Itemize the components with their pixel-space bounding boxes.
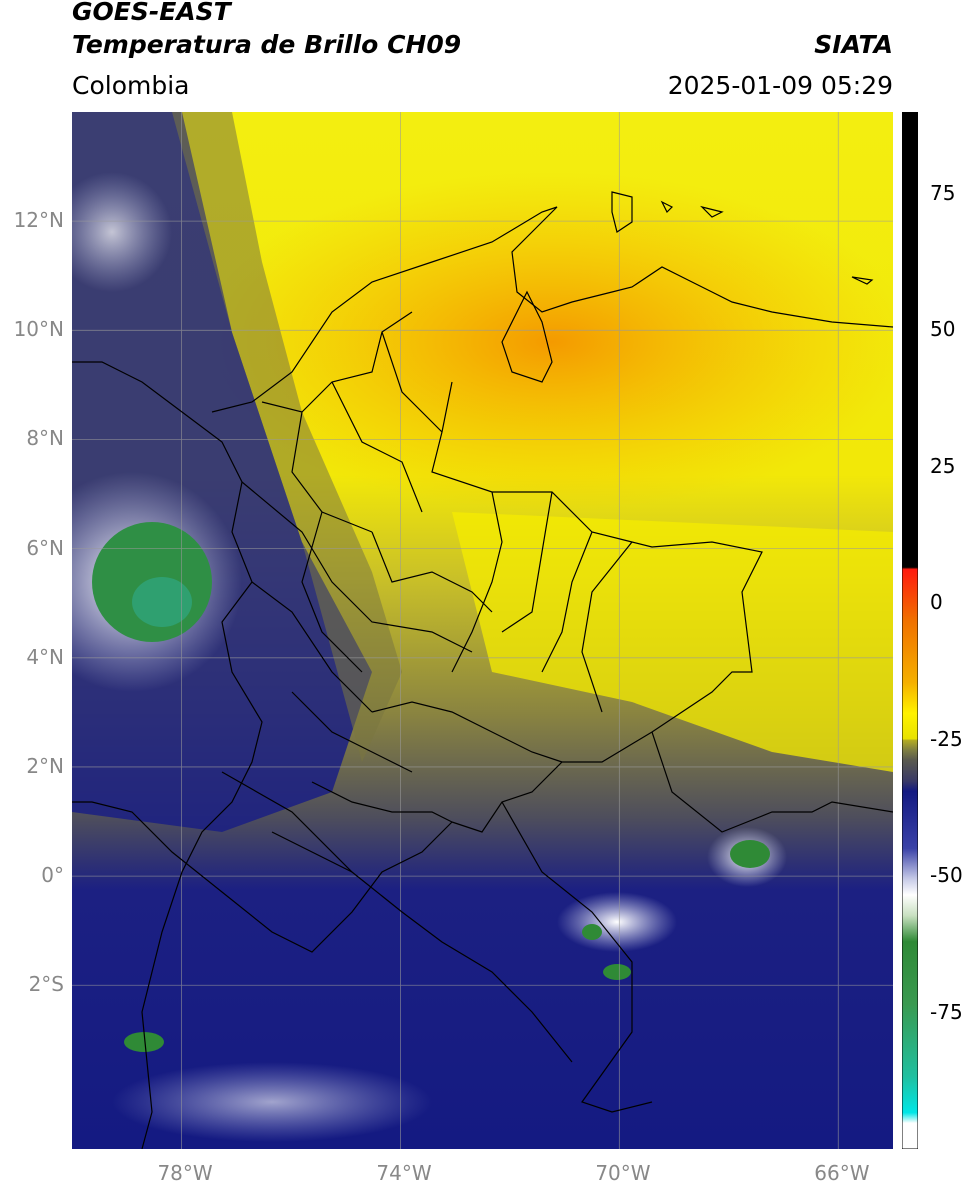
lat-tick-label: 8°N — [26, 426, 64, 451]
colorbar-tick-label: 75 — [930, 180, 956, 205]
colombia-venezuela-border — [431, 381, 763, 833]
region-label: Colombia — [72, 71, 190, 100]
ecuador-border — [221, 771, 573, 1063]
brand-label: SIATA — [814, 30, 893, 59]
colorbar-tick-label: -25 — [930, 726, 963, 751]
colorbar-tick-label: 25 — [930, 453, 956, 478]
cloud-amazon-3 — [603, 964, 631, 980]
colorbar-fill — [902, 112, 918, 1149]
maracaibo-lake — [501, 290, 553, 383]
dept-lines-3 — [451, 491, 633, 713]
lon-tick-label: 74°W — [376, 1161, 432, 1185]
peru-border — [501, 801, 653, 1113]
olive-west — [172, 112, 402, 762]
cloud-pacific-core2 — [132, 577, 192, 627]
datetime-label: 2025-01-09 05:29 — [667, 71, 893, 100]
product-title: Temperatura de Brillo CH09 — [72, 30, 462, 59]
lat-tick-label: 12°N — [13, 208, 64, 233]
lat-tick-label: 4°N — [26, 644, 64, 669]
colombia-south-border — [72, 801, 453, 953]
dept-lines-2 — [241, 481, 493, 673]
islands — [611, 191, 874, 285]
caribbean-coast — [211, 206, 893, 413]
lon-tick-label: 66°W — [814, 1161, 870, 1185]
lon-tick-label: 78°W — [157, 1161, 213, 1185]
dept-lines-4 — [251, 581, 563, 773]
borders — [72, 191, 893, 1149]
satellite-title: GOES-EAST — [72, 0, 231, 26]
graticule — [72, 112, 893, 1149]
cloud-amazon-2-core — [582, 924, 602, 940]
colorbar — [902, 112, 918, 1149]
lat-tick-label: 2°S — [28, 972, 64, 997]
warm-zone — [192, 172, 893, 512]
colorbar-tick-label: -75 — [930, 999, 963, 1024]
lat-tick-label: 10°N — [13, 317, 64, 342]
cloud-south-2 — [124, 1032, 164, 1052]
brazil-border — [651, 731, 893, 833]
lat-tick-label: 2°N — [26, 753, 64, 778]
lat-tick-label: 0° — [41, 863, 64, 888]
cloud-south-1 — [112, 1062, 432, 1142]
cloud-amazon-1-core — [730, 840, 770, 868]
colorbar-tick-label: 0 — [930, 590, 943, 615]
colorbar-tick-label: -50 — [930, 863, 963, 888]
yellow-band — [452, 512, 893, 772]
pacific-coast — [72, 361, 263, 1149]
satellite-map — [72, 112, 893, 1149]
lon-tick-label: 70°W — [595, 1161, 651, 1185]
lat-tick-label: 6°N — [26, 535, 64, 560]
cloud-northwest — [72, 172, 172, 292]
dept-lines-5 — [271, 781, 453, 873]
colorbar-tick-label: 50 — [930, 317, 956, 342]
dept-lines-1 — [261, 311, 443, 533]
